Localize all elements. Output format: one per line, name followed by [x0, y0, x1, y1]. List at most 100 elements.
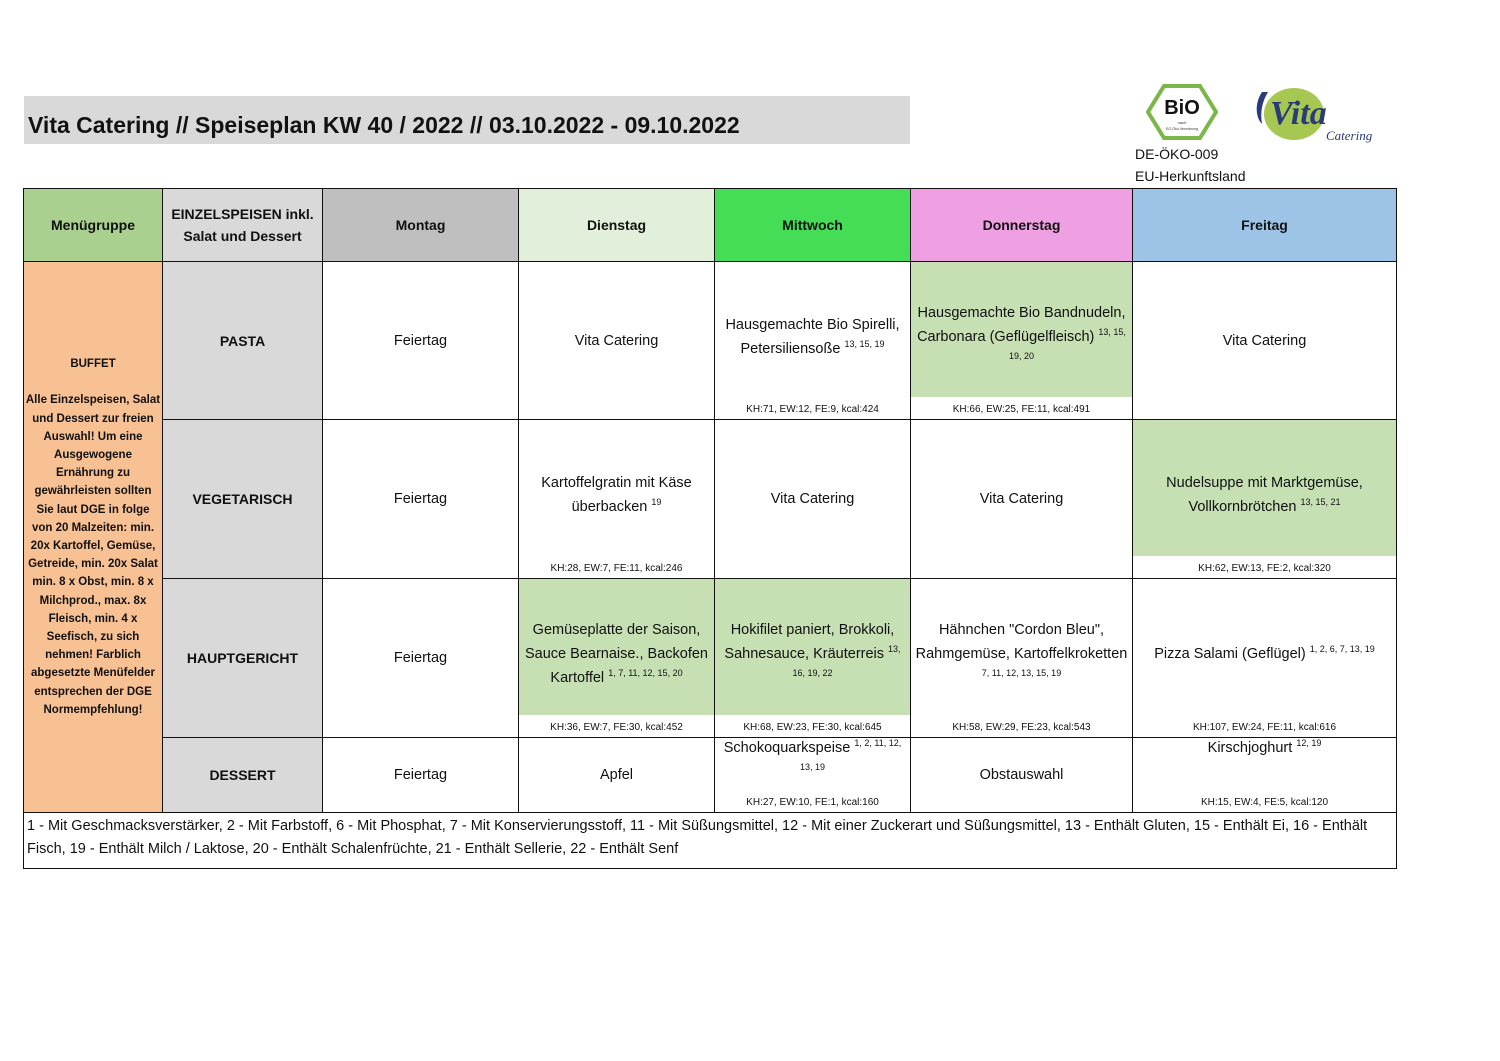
dish-text: Hokifilet paniert, Brokkoli, Sahnesauce,… [724, 622, 895, 662]
certification-origin: EU-Herkunftsland [1135, 168, 1246, 184]
dish-name: Vita Catering [770, 491, 855, 507]
allergen-codes: 19 [651, 497, 662, 507]
allergen-codes: 12, 19 [1296, 738, 1322, 748]
header-mittwoch: Mittwoch [714, 188, 911, 262]
svg-text:nach: nach [1178, 120, 1187, 125]
dish-text: Pizza Salami (Geflügel) [1154, 646, 1306, 662]
menu-cell: Vita Catering [910, 419, 1133, 579]
menu-cell: Hähnchen "Cordon Bleu", Rahmgemüse, Kart… [910, 578, 1133, 738]
dge-highlight [519, 579, 714, 715]
buffet-title: BUFFET [70, 357, 116, 370]
header-label: Menügruppe [51, 217, 135, 233]
nutrition-info: KH:36, EW:7, FE:30, kcal:452 [550, 722, 683, 733]
svg-text:Catering: Catering [1326, 128, 1373, 143]
dish: Kartoffelgratin mit Käse überbacken 19 [519, 471, 714, 519]
allergen-codes: 1, 2, 6, 7, 13, 19 [1309, 644, 1375, 654]
dish: Hokifilet paniert, Brokkoli, Sahnesauce,… [715, 618, 910, 690]
dish: Hausgemachte Bio Bandnudeln, Carbonara (… [911, 301, 1132, 373]
category-label: HAUPTGERICHT [186, 650, 299, 666]
dish-name: Vita Catering [1222, 332, 1307, 349]
allergen-codes: 13, 15, 19, 20 [1008, 326, 1126, 361]
nutrition-info: KH:28, EW:7, FE:11, kcal:246 [550, 563, 683, 574]
menu-cell: Gemüseplatte der Saison, Sauce Bearnaise… [518, 578, 715, 738]
nutrition-info: KH:66, EW:25, FE:11, kcal:491 [952, 404, 1091, 415]
menu-cell: Kirschjoghurt 12, 19 KH:15, EW:4, FE:5, k… [1132, 737, 1397, 813]
allergen-codes: 1, 7, 11, 12, 15, 20 [608, 668, 683, 678]
dish: Gemüseplatte der Saison, Sauce Bearnaise… [519, 618, 714, 690]
menu-cell: Schokoquarkspeise 1, 2, 11, 12, 13, 19 KH… [714, 737, 911, 813]
menu-cell: Feiertag [322, 578, 519, 738]
nutrition-info: KH:27, EW:10, FE:1, kcal:160 [746, 797, 879, 808]
dish: Schokoquarkspeise 1, 2, 11, 12, 13, 19 [715, 736, 910, 784]
svg-text:EG-Öko-Verordnung: EG-Öko-Verordnung [1166, 127, 1198, 131]
dish: Nudelsuppe mit Marktgemüse, Vollkornbröt… [1133, 471, 1396, 519]
menu-cell: Vita Catering [518, 261, 715, 420]
menu-cell: Hokifilet paniert, Brokkoli, Sahnesauce,… [714, 578, 911, 738]
category-label: VEGETARISCH [192, 491, 293, 507]
menu-cell: Feiertag [322, 737, 519, 813]
nutrition-info: KH:107, EW:24, FE:11, kcal:616 [1192, 722, 1337, 733]
category-label: PASTA [219, 332, 266, 349]
dish-name: Apfel [599, 767, 634, 783]
dish: Kirschjoghurt 12, 19 [1205, 736, 1325, 760]
allergen-codes: 13, 15, 19 [844, 338, 885, 349]
dish-name: Feiertag [393, 767, 448, 783]
menu-cell: Nudelsuppe mit Marktgemüse, Vollkornbröt… [1132, 419, 1397, 579]
header-menugruppe: Menügruppe [23, 188, 163, 262]
svg-text:BiO: BiO [1164, 97, 1200, 119]
category-pasta: PASTA [162, 261, 323, 420]
dish-text: Hausgemachte Bio Spirelli, Petersilienso… [725, 316, 900, 357]
allergen-codes: 13, 16, 19, 22 [792, 644, 901, 678]
nutrition-info: KH:71, EW:12, FE:9, kcal:424 [746, 404, 879, 415]
category-hauptgericht: HAUPTGERICHT [162, 578, 323, 738]
allergen-footnote: 1 - Mit Geschmacksverstärker, 2 - Mit Fa… [23, 812, 1397, 869]
header-label: Donnerstag [982, 217, 1061, 233]
dish-name: Feiertag [393, 332, 448, 349]
menu-cell: Vita Catering [1132, 261, 1397, 420]
svg-text:Vita: Vita [1270, 95, 1327, 132]
category-label: DESSERT [209, 767, 276, 783]
vita-catering-logo: Vita Catering [1256, 88, 1373, 143]
dish-name: Vita Catering [979, 491, 1064, 507]
category-vegetarisch: VEGETARISCH [162, 419, 323, 579]
page-title: Vita Catering // Speiseplan KW 40 / 2022… [24, 96, 910, 144]
buffet-info: BUFFET Alle Einzelspeisen, Salat und Dess… [23, 261, 163, 813]
dish-text: Hausgemachte Bio Bandnudeln, Carbonara (… [917, 304, 1126, 345]
header-label: Freitag [1241, 217, 1288, 233]
dge-highlight [1133, 420, 1396, 556]
menu-cell: Feiertag [322, 419, 519, 579]
allergen-codes: 7, 11, 12, 13, 15, 19 [981, 668, 1062, 678]
nutrition-info: KH:62, EW:13, FE:2, kcal:320 [1198, 563, 1331, 574]
dish-name: Vita Catering [574, 332, 659, 349]
dish-text: Schokoquarkspeise [723, 740, 851, 756]
category-dessert: DESSERT [162, 737, 323, 813]
bio-logo: BiO nach EG-Öko-Verordnung [1146, 84, 1218, 140]
menu-cell: Feiertag [322, 261, 519, 420]
dish-text: Hähnchen "Cordon Bleu", Rahmgemüse, Kart… [915, 622, 1128, 662]
menu-cell: Kartoffelgratin mit Käse überbacken 19 KH… [518, 419, 715, 579]
header-donnerstag: Donnerstag [910, 188, 1133, 262]
dish: Hähnchen "Cordon Bleu", Rahmgemüse, Kart… [911, 618, 1132, 690]
header-dienstag: Dienstag [518, 188, 715, 262]
dish-name: Obstauswahl [979, 767, 1064, 783]
buffet-description: Alle Einzelspeisen, Salat und Dessert zu… [25, 394, 161, 716]
dge-highlight [715, 579, 910, 715]
dish-text: Kartoffelgratin mit Käse überbacken [541, 475, 692, 515]
buffet-text: BUFFET Alle Einzelspeisen, Salat und Dess… [24, 355, 162, 719]
allergen-codes: 1, 2, 11, 12, 13, 19 [799, 738, 902, 772]
certification-code: DE-ÖKO-009 [1135, 146, 1219, 162]
dish-text: Gemüseplatte der Saison, Sauce Bearnaise… [525, 622, 708, 686]
menu-cell: Pizza Salami (Geflügel) 1, 2, 6, 7, 13, … [1132, 578, 1397, 738]
header-label: Dienstag [586, 217, 647, 233]
allergen-codes: 13, 15, 21 [1300, 497, 1341, 507]
nutrition-info: KH:68, EW:23, FE:30, kcal:645 [743, 722, 882, 733]
menu-cell: Hausgemachte Bio Spirelli, Petersilienso… [714, 261, 911, 420]
dge-highlight [911, 262, 1132, 397]
nutrition-info: KH:15, EW:4, FE:5, kcal:120 [1200, 797, 1329, 808]
nutrition-info: KH:58, EW:29, FE:23, kcal:543 [952, 722, 1091, 733]
header-freitag: Freitag [1132, 188, 1397, 262]
menu-cell: Hausgemachte Bio Bandnudeln, Carbonara (… [910, 261, 1133, 420]
dish-text: Nudelsuppe mit Marktgemüse, Vollkornbröt… [1166, 475, 1363, 515]
dish-text: Kirschjoghurt [1207, 740, 1293, 756]
